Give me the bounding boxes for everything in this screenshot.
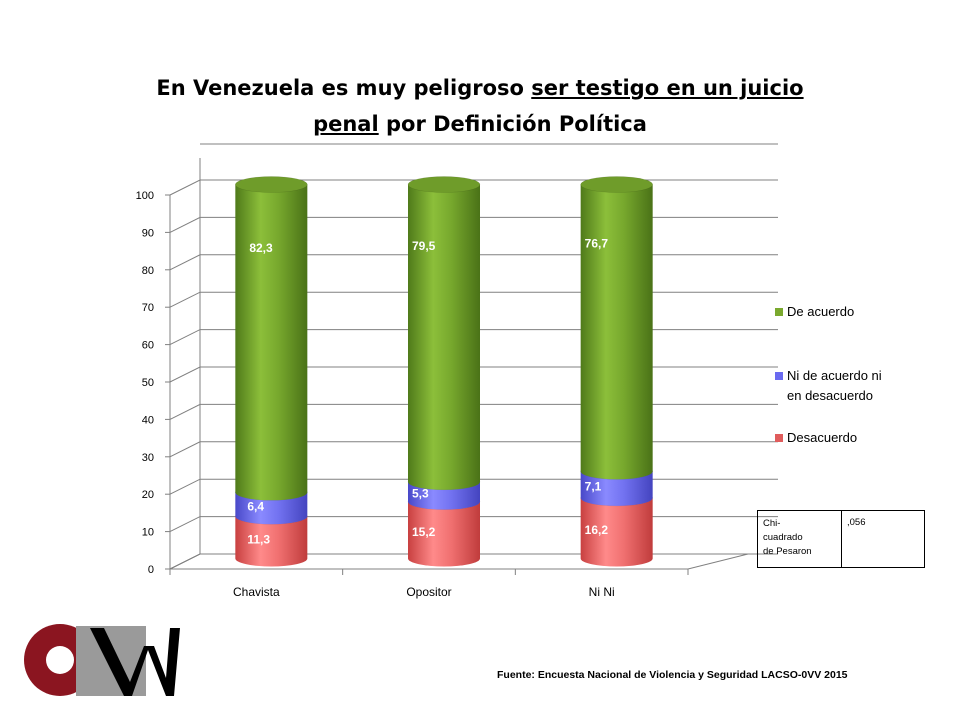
title-part1: En Venezuela es muy peligroso xyxy=(156,76,524,100)
y-tick-label: 20 xyxy=(142,489,154,501)
y-tick-label: 10 xyxy=(142,527,154,539)
data-label: 6,4 xyxy=(247,499,264,513)
y-tick-label: 30 xyxy=(142,452,154,464)
cylinder-body xyxy=(408,501,480,567)
x-tick-label: Ni Ni xyxy=(589,585,615,599)
y-tick-label: 40 xyxy=(142,414,154,426)
chi-square-table: Chi- cuadrado de Pesaron ,056 xyxy=(757,510,925,568)
chi-square-value: ,056 xyxy=(841,510,925,568)
y-tick-label: 100 xyxy=(136,190,154,202)
legend: De acuerdo Ni de acuerdo ni en desacuerdo D… xyxy=(775,304,882,445)
chart-title: En Venezuela es muy peligroso ser testig… xyxy=(120,70,840,142)
data-label: 79,5 xyxy=(412,239,436,253)
cylinder-body xyxy=(235,516,308,567)
data-label: 5,3 xyxy=(412,487,429,501)
legend-label: Desacuerdo xyxy=(787,430,857,445)
legend-label: en desacuerdo xyxy=(787,388,873,403)
cylinder-cap xyxy=(580,176,653,193)
y-tick-label: 50 xyxy=(142,377,154,389)
cylinder-body xyxy=(408,481,480,510)
gridline xyxy=(169,179,778,196)
cylinder-body xyxy=(408,184,480,490)
data-label: 76,7 xyxy=(585,237,609,251)
bars xyxy=(235,176,653,567)
legend-swatch xyxy=(775,308,783,316)
legend-label: Ni de acuerdo ni xyxy=(787,368,882,383)
x-tick-label: Chavista xyxy=(233,585,280,599)
bar-segment xyxy=(235,176,308,501)
legend-swatch xyxy=(775,434,783,442)
y-tick-label: 60 xyxy=(142,340,154,352)
legend-entry: Ni de acuerdo ni en desacuerdo xyxy=(775,368,882,403)
data-labels: 11,3 6,4 82,3 15,2 5,3 79,5 16,2 7,1 76,7 xyxy=(247,237,608,547)
legend-entry: Desacuerdo xyxy=(775,430,857,445)
legend-swatch xyxy=(775,372,783,380)
title-underlined: ser testigo en un juicio penal xyxy=(313,76,804,136)
legend-entry: De acuerdo xyxy=(775,304,854,319)
cylinder-body xyxy=(235,492,308,525)
cylinder-cap xyxy=(407,176,481,193)
data-label: 7,1 xyxy=(585,480,602,494)
y-tick-label: 80 xyxy=(142,265,154,277)
chi-square-label: Chi- cuadrado de Pesaron xyxy=(757,510,842,568)
x-tick-label: Opositor xyxy=(406,585,451,599)
y-tick-label: 0 xyxy=(148,564,154,576)
data-label: 82,3 xyxy=(249,241,273,255)
source-note: Fuente: Encuesta Nacional de Violencia y… xyxy=(497,669,848,681)
legend-label: De acuerdo xyxy=(787,304,854,319)
cylinder-body xyxy=(580,184,653,480)
cylinder-body xyxy=(580,471,653,506)
ovv-logo xyxy=(24,624,180,696)
data-label: 15,2 xyxy=(412,525,436,539)
data-label: 11,3 xyxy=(247,532,270,546)
data-label: 16,2 xyxy=(585,523,609,537)
bar-segment xyxy=(407,176,481,490)
cylinder-cap xyxy=(235,176,308,193)
y-tick-label: 90 xyxy=(142,227,154,239)
cylinder-body xyxy=(580,497,653,567)
title-part2: por Definición Política xyxy=(386,112,647,136)
bar-segment xyxy=(580,176,653,480)
y-tick-label: 70 xyxy=(142,302,154,314)
logo-w xyxy=(90,628,180,696)
cylinder-body xyxy=(235,184,308,501)
axes: 0 10 20 30 40 50 60 70 80 90 100 Chavista Opositor Ni… xyxy=(136,190,689,599)
